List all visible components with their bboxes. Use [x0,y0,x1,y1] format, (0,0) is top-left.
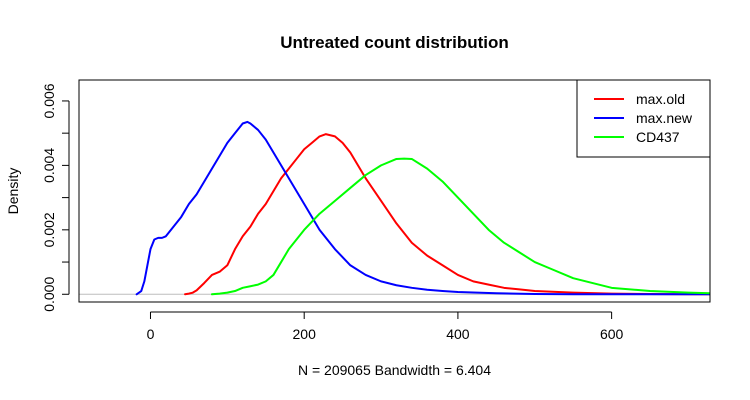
x-axis-label: N = 209065 Bandwidth = 6.404 [298,362,491,378]
y-tick-label: 0.006 [41,83,57,118]
y-axis-label: Density [5,168,21,215]
x-tick-label: 0 [147,326,155,342]
series-line-max-new [135,120,710,296]
x-tick-label: 600 [600,326,624,342]
series-line-max-old [184,133,710,296]
chart-title: Untreated count distribution [280,33,509,52]
plot-frame [78,79,711,303]
y-tick-label: 0.002 [41,212,57,247]
y-tick-label: 0.000 [41,277,57,312]
x-tick-label: 200 [293,326,317,342]
legend-label: max.old [636,91,685,107]
x-tick-label: 400 [446,326,470,342]
series-line-cd437 [210,157,710,296]
legend-label: max.new [636,110,693,126]
y-tick-label: 0.004 [41,148,57,183]
legend-label: CD437 [636,129,680,145]
